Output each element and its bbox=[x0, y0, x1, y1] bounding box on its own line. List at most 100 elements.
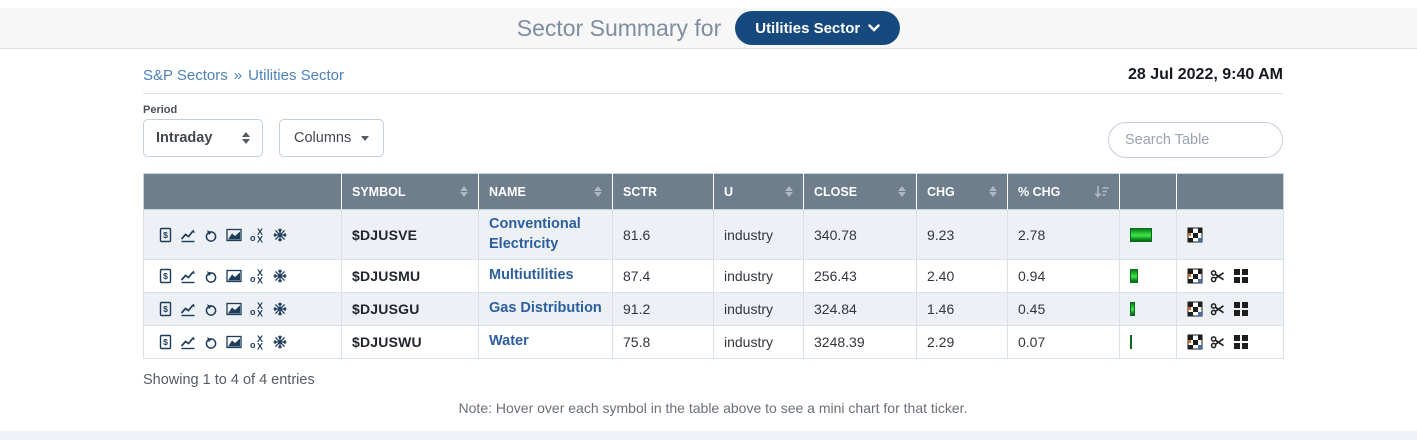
breadcrumb-utilities-sector[interactable]: Utilities Sector bbox=[248, 67, 344, 84]
col-header-symbol[interactable]: SYMBOL bbox=[341, 173, 479, 210]
scissors-icon[interactable] bbox=[1210, 268, 1226, 284]
col-header-pct-chg[interactable]: % CHG bbox=[1007, 173, 1120, 210]
col-header-actions bbox=[143, 173, 342, 210]
col-header-sctr[interactable]: SCTR bbox=[612, 173, 714, 210]
area-chart-icon[interactable] bbox=[226, 301, 242, 317]
name-cell: Multiutilities bbox=[478, 259, 613, 294]
symbol-cell[interactable]: $DJUSMU bbox=[341, 259, 479, 294]
close-cell: 256.43 bbox=[803, 259, 917, 294]
breadcrumb: S&P Sectors » Utilities Sector bbox=[143, 67, 344, 84]
grid-icon[interactable] bbox=[1233, 334, 1249, 350]
period-select[interactable]: Intraday bbox=[143, 119, 263, 157]
snowflake-icon[interactable] bbox=[272, 268, 288, 284]
page-title: Sector Summary for bbox=[516, 14, 722, 41]
main-content: S&P Sectors » Utilities Sector 28 Jul 2022… bbox=[143, 66, 1284, 417]
annotate-pen-icon[interactable] bbox=[203, 301, 219, 317]
table-row: $DJUSVE Conventional Electricity 81.6 in… bbox=[143, 208, 1284, 261]
annotate-pen-icon[interactable] bbox=[203, 334, 219, 350]
summary-doc-icon[interactable] bbox=[157, 227, 173, 243]
pct-change-bar bbox=[1130, 269, 1138, 284]
checkerboard-icon[interactable] bbox=[1187, 227, 1203, 243]
col-header-chg[interactable]: CHG bbox=[916, 173, 1008, 210]
hover-note-text: Note: Hover over each symbol in the tabl… bbox=[458, 400, 968, 417]
grid-icon[interactable] bbox=[1233, 301, 1249, 317]
annotate-pen-icon[interactable] bbox=[203, 227, 219, 243]
chevron-down-icon bbox=[868, 24, 880, 32]
caret-down-icon bbox=[361, 135, 369, 141]
pct-chg-cell: 0.45 bbox=[1007, 292, 1120, 327]
select-updown-icon bbox=[242, 132, 250, 144]
summary-doc-icon[interactable] bbox=[157, 268, 173, 284]
snowflake-icon[interactable] bbox=[272, 227, 288, 243]
sctr-cell: 87.4 bbox=[612, 259, 714, 294]
close-cell: 324.84 bbox=[803, 292, 917, 327]
snowflake-icon[interactable] bbox=[272, 301, 288, 317]
columns-button-label: Columns bbox=[294, 130, 352, 146]
summary-doc-icon[interactable] bbox=[157, 334, 173, 350]
symbol-cell[interactable]: $DJUSWU bbox=[341, 325, 479, 360]
point-figure-icon[interactable] bbox=[249, 301, 265, 318]
name-cell: Conventional Electricity bbox=[478, 208, 613, 261]
line-chart-icon[interactable] bbox=[180, 227, 196, 243]
sort-icon bbox=[898, 186, 906, 197]
summary-doc-icon[interactable] bbox=[157, 301, 173, 317]
area-chart-icon[interactable] bbox=[226, 334, 242, 350]
period-select-value: Intraday bbox=[156, 130, 213, 146]
period-label: Period bbox=[143, 104, 178, 116]
sctr-cell: 91.2 bbox=[612, 292, 714, 327]
checkerboard-icon[interactable] bbox=[1187, 301, 1203, 317]
bottom-band bbox=[0, 431, 1417, 440]
symbol-cell[interactable]: $DJUSVE bbox=[341, 208, 479, 261]
annotate-pen-icon[interactable] bbox=[203, 268, 219, 284]
table-row: $DJUSMU Multiutilities 87.4 industry 256… bbox=[143, 259, 1284, 294]
entries-count-text: Showing 1 to 4 of 4 entries bbox=[143, 372, 315, 389]
timestamp: 28 Jul 2022, 9:40 AM bbox=[1127, 66, 1283, 83]
close-cell: 340.78 bbox=[803, 208, 917, 261]
breadcrumb-row: S&P Sectors » Utilities Sector 28 Jul 2022… bbox=[143, 66, 1283, 94]
grid-icon[interactable] bbox=[1233, 268, 1249, 284]
snowflake-icon[interactable] bbox=[272, 334, 288, 350]
name-cell: Gas Distribution bbox=[478, 292, 613, 327]
sector-selector-button[interactable]: Utilities Sector bbox=[735, 11, 901, 45]
pct-change-bar bbox=[1130, 302, 1135, 317]
area-chart-icon[interactable] bbox=[226, 227, 242, 243]
point-figure-icon[interactable] bbox=[249, 226, 265, 243]
line-chart-icon[interactable] bbox=[180, 334, 196, 350]
table-header-row: SYMBOL NAME SCTR U CLOSE CHG % CHG bbox=[143, 173, 1284, 210]
line-chart-icon[interactable] bbox=[180, 301, 196, 317]
name-link[interactable]: Gas Distribution bbox=[489, 300, 602, 317]
checkerboard-icon[interactable] bbox=[1187, 334, 1203, 350]
sort-descending-icon bbox=[1094, 185, 1109, 198]
area-chart-icon[interactable] bbox=[226, 268, 242, 284]
u-cell: industry bbox=[713, 325, 804, 360]
col-header-name[interactable]: NAME bbox=[478, 173, 613, 210]
sctr-cell: 75.8 bbox=[612, 325, 714, 360]
pct-chg-cell: 2.78 bbox=[1007, 208, 1120, 261]
point-figure-icon[interactable] bbox=[249, 334, 265, 351]
col-header-close[interactable]: CLOSE bbox=[803, 173, 917, 210]
table-row: $DJUSWU Water 75.8 industry 3248.39 2.29… bbox=[143, 325, 1284, 360]
search-input[interactable] bbox=[1108, 122, 1283, 158]
name-link[interactable]: Conventional Electricity bbox=[489, 216, 581, 252]
scissors-icon[interactable] bbox=[1210, 334, 1226, 350]
name-cell: Water bbox=[478, 325, 613, 360]
chg-cell: 2.40 bbox=[916, 259, 1008, 294]
sector-selector-label: Utilities Sector bbox=[755, 19, 861, 37]
col-header-u[interactable]: U bbox=[713, 173, 804, 210]
symbol-cell[interactable]: $DJUSGU bbox=[341, 292, 479, 327]
checkerboard-icon[interactable] bbox=[1187, 268, 1203, 284]
breadcrumb-sp-sectors[interactable]: S&P Sectors bbox=[143, 67, 228, 84]
sector-summary-table: SYMBOL NAME SCTR U CLOSE CHG % CHG bbox=[143, 173, 1284, 360]
name-link[interactable]: Water bbox=[489, 333, 529, 350]
pct-chg-cell: 0.07 bbox=[1007, 325, 1120, 360]
pct-change-bar bbox=[1130, 227, 1152, 242]
chg-cell: 9.23 bbox=[916, 208, 1008, 261]
scissors-icon[interactable] bbox=[1210, 301, 1226, 317]
line-chart-icon[interactable] bbox=[180, 268, 196, 284]
pct-bar-cell bbox=[1119, 292, 1177, 327]
pct-bar-cell bbox=[1119, 208, 1177, 261]
columns-button[interactable]: Columns bbox=[279, 119, 384, 157]
pct-change-bar bbox=[1130, 335, 1132, 350]
point-figure-icon[interactable] bbox=[249, 268, 265, 285]
name-link[interactable]: Multiutilities bbox=[489, 267, 574, 284]
